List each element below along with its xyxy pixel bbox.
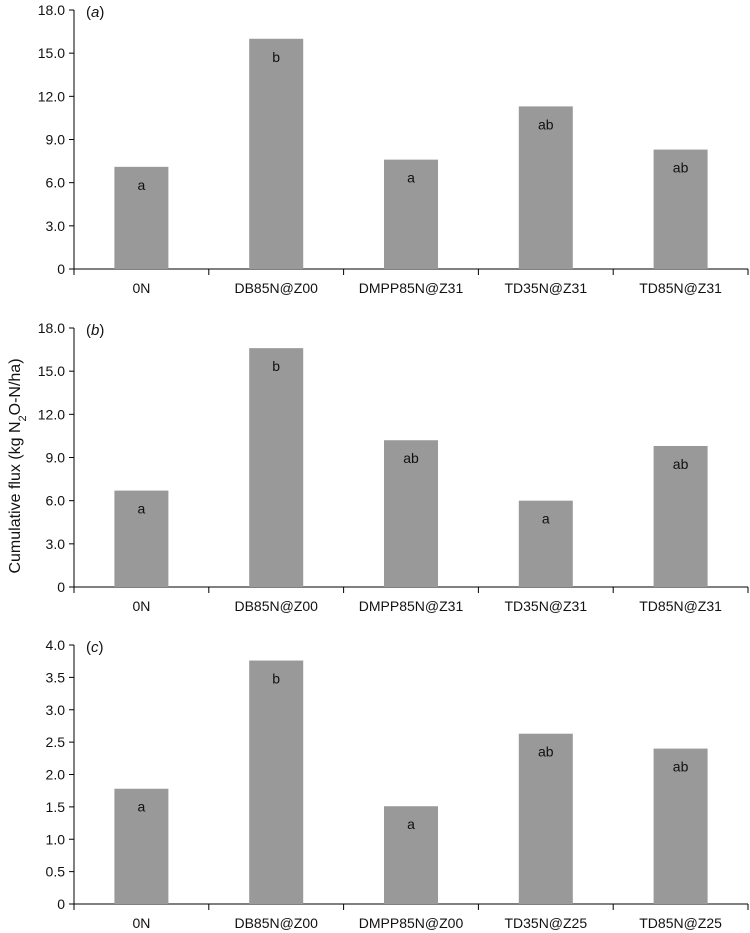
x-category-label: DMPP85N@Z00 [359,915,464,931]
x-category-label: TD85N@Z31 [639,598,722,614]
y-tick-label: 0 [57,579,65,595]
x-category-label: 0N [132,915,150,931]
y-tick-label: 4.0 [46,637,66,653]
y-tick-label: 12.0 [38,406,65,422]
y-tick-label: 15.0 [38,45,65,61]
x-category-label: DMPP85N@Z31 [359,280,464,296]
bar-significance-label: ab [673,759,689,775]
y-tick-label: 2.0 [46,767,66,783]
panel-label: (c) [86,639,104,656]
bar-significance-label: ab [673,160,689,176]
chart-panel-c: 0 0.5 1.0 1.5 2.0 2.5 3.0 3.5 4.0 a 0N b DB85N@Z00 a D… [46,637,749,931]
y-tick-label: 15.0 [38,363,65,379]
y-tick-label: 12.0 [38,88,65,104]
x-category-label: TD35N@Z25 [504,915,587,931]
bar-significance-label: a [138,177,146,193]
y-tick-label: 9.0 [46,132,66,148]
bar [114,166,169,269]
panel-label: (b) [86,322,104,339]
y-tick-label: 3.0 [46,218,66,234]
x-category-label: TD35N@Z31 [504,598,587,614]
bar [114,490,169,587]
y-axis-label-subscript: 2 [17,415,29,421]
y-tick-label: 0 [57,896,65,912]
x-category-label: TD35N@Z31 [504,280,587,296]
y-tick-label: 0.5 [46,864,66,880]
bar [384,159,438,269]
bar-significance-label: a [407,816,415,832]
bar [114,788,169,904]
x-category-label: DB85N@Z00 [234,915,318,931]
bar [653,748,708,904]
bar [518,500,573,587]
bar-significance-label: a [138,799,146,815]
bar [384,440,438,587]
y-axis-label-part-1: Cumulative flux (kg N [7,421,24,573]
y-tick-label: 18.0 [38,320,65,336]
bar [653,149,708,269]
x-category-label: DB85N@Z00 [234,280,318,296]
bar [384,806,438,904]
y-tick-label: 3.0 [46,536,66,552]
bar-significance-label: ab [538,744,554,760]
bar-significance-label: a [407,170,415,186]
y-tick-label: 1.0 [46,831,66,847]
bar [249,660,304,904]
bar [518,106,573,270]
x-category-label: TD85N@Z25 [639,915,722,931]
x-category-label: DB85N@Z00 [234,598,318,614]
bar [518,733,573,904]
bar-significance-label: a [542,511,550,527]
y-tick-label: 2.5 [46,734,66,750]
bar-significance-label: ab [673,456,689,472]
y-tick-label: 1.5 [46,799,66,815]
y-tick-label: 0 [57,261,65,277]
bar-significance-label: a [138,501,146,517]
bar [249,348,304,587]
y-tick-label: 6.0 [46,175,66,191]
x-category-label: DMPP85N@Z31 [359,598,464,614]
bar-significance-label: b [272,358,280,374]
bar-significance-label: b [272,49,280,65]
x-category-label: 0N [132,598,150,614]
chart-panels: 0 3.0 6.0 9.0 12.0 15.0 18.0 a 0N b DB85N@Z00 a DMPP… [38,2,749,931]
x-category-label: 0N [132,280,150,296]
y-axis-label: Cumulative flux (kg N2O-N/ha) [7,358,29,573]
bar [653,445,708,587]
panel-label: (a) [86,4,104,21]
y-tick-label: 9.0 [46,450,66,466]
x-category-label: TD85N@Z31 [639,280,722,296]
chart-panel-b: 0 3.0 6.0 9.0 12.0 15.0 18.0 a 0N b DB85N@Z00 ab DMP… [38,320,749,614]
bar-significance-label: b [272,671,280,687]
bar-significance-label: ab [538,116,554,132]
y-axis-label-part-2: O-N/ha) [7,358,24,415]
bar-significance-label: ab [403,450,419,466]
y-tick-label: 3.0 [46,702,66,718]
y-tick-label: 18.0 [38,2,65,18]
y-tick-label: 6.0 [46,493,66,509]
chart-panel-a: 0 3.0 6.0 9.0 12.0 15.0 18.0 a 0N b DB85N@Z00 a DMPP… [38,2,749,296]
bar [249,38,304,270]
y-tick-label: 3.5 [46,669,66,685]
